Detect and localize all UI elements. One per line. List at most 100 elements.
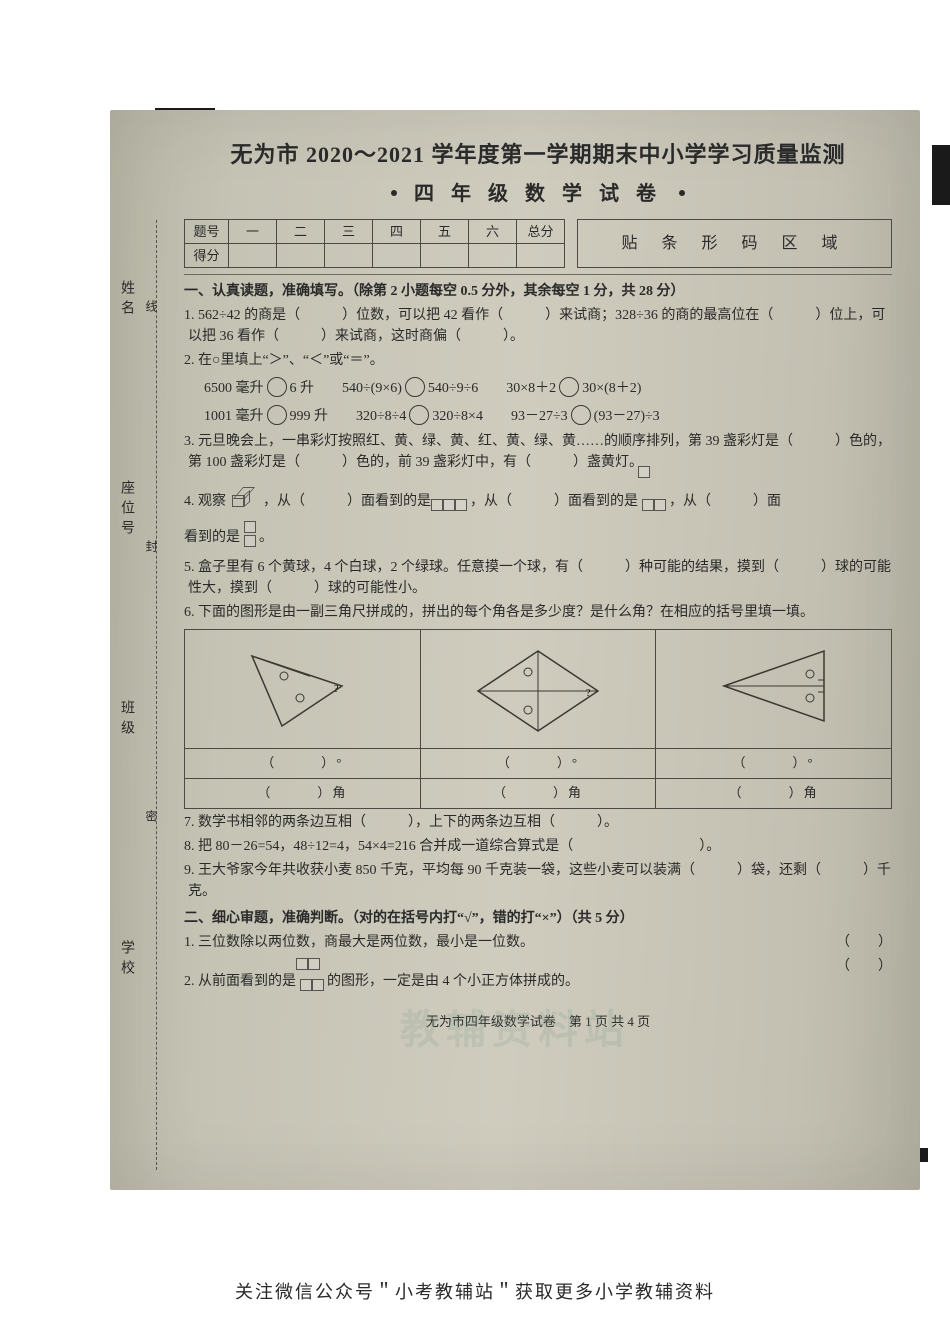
view-shape-icon — [435, 497, 467, 518]
question-8: 8. 把 80－26=54，48÷12=4，54×4=216 合并成一道综合算式… — [184, 836, 892, 857]
score-row-label: 题号 — [185, 220, 229, 244]
lhs: 93－27÷3 — [511, 409, 568, 424]
score-col: 四 — [373, 220, 421, 244]
score-table: 题号 一 二 三 四 五 六 总分 得分 — [184, 219, 565, 268]
score-col: 总分 — [517, 220, 565, 244]
judge-q2: 2. 从前面看到的是 的图形，一定是由 4 个小正方体拼成的。 （ ） — [184, 956, 892, 998]
rhs: (93－27)÷3 — [594, 409, 660, 424]
binding-margin: 姓名 座位号 班级 学校 线 封 密 — [110, 110, 180, 1190]
exam-paper: 姓名 座位号 班级 学校 线 封 密 无为市 2020～2021 学年度第一学期… — [110, 110, 920, 1190]
triangle-cell — [656, 630, 892, 749]
lhs: 540÷(9×6) — [342, 381, 402, 396]
rhs: 999 升 — [290, 409, 329, 424]
table-row: ? ? — [185, 630, 892, 749]
triangle-cell: ? — [185, 630, 421, 749]
question-2-row: 1001 毫升 999 升 320÷8÷4 320÷8×4 93－27÷3 (93－2… — [204, 405, 892, 427]
score-col: 二 — [277, 220, 325, 244]
question-7: 7. 数学书相邻的两条边互相（ ），上下的两条边互相（ ）。 — [184, 812, 892, 833]
question-6-lead: 6. 下面的图形是由一副三角尺拼成的，拼出的每个角各是多少度？是什么角？在相应的… — [184, 602, 892, 623]
circle-blank-icon — [409, 405, 429, 425]
barcode-area: 贴 条 形 码 区 域 — [577, 219, 892, 268]
score-cell — [373, 244, 421, 268]
score-col: 三 — [325, 220, 373, 244]
angle-degree-blank: （ ）° — [185, 748, 421, 778]
q4-part: 看到的是 — [184, 530, 240, 545]
q4-part: 。 — [259, 530, 273, 545]
table-row: （ ）° （ ）° （ ）° — [185, 748, 892, 778]
table-row: （ ）角 （ ）角 （ ）角 — [185, 778, 892, 808]
margin-label-name: 姓名 — [116, 280, 137, 320]
angle-type-blank: （ ）角 — [656, 778, 892, 808]
question-2-lead: 2. 在○里填上“＞”、“＜”或“＝”。 — [184, 350, 892, 371]
question-1: 1. 562÷42 的商是（ ）位数，可以把 42 看作（ ）来试商；328÷3… — [184, 305, 892, 347]
margin-label-school: 学校 — [116, 940, 137, 980]
margin-label-class: 班级 — [116, 700, 137, 740]
score-cell — [229, 244, 277, 268]
compare-item: 6500 毫升6 升 — [204, 377, 314, 399]
score-cell — [469, 244, 517, 268]
score-cell — [277, 244, 325, 268]
compare-item: 540÷(9×6) 540÷9÷6 — [342, 377, 478, 399]
page-wrap: 姓名 座位号 班级 学校 线 封 密 无为市 2020～2021 学年度第一学期… — [0, 0, 950, 1344]
compare-item: 93－27÷3 (93－27)÷3 — [511, 405, 660, 427]
page-number: 无为市四年级数学试卷 第 1 页 共 4 页 — [184, 1012, 892, 1032]
circle-blank-icon — [267, 405, 287, 425]
triangle-table: ? ? — [184, 629, 892, 809]
score-col: 六 — [469, 220, 517, 244]
score-barcode-row: 题号 一 二 三 四 五 六 总分 得分 贴 条 形 码 区 域 — [184, 219, 892, 268]
judge-text: 2. 从前面看到的是 的图形，一定是由 4 个小正方体拼成的。 — [188, 956, 579, 998]
exam-subtitle: 四 年 级 数 学 试 卷 — [184, 179, 892, 209]
triangle-diagram-icon: ? — [222, 636, 382, 736]
lhs: 30×8＋2 — [506, 381, 556, 396]
footer-promo: 关注微信公众号＂小考教辅站＂获取更多小学教辅资料 — [0, 1278, 950, 1304]
question-3: 3. 元旦晚会上，一串彩灯按照红、黄、绿、黄、红、黄、绿、黄……的顺序排列，第 … — [184, 431, 892, 473]
table-row: 得分 — [185, 244, 565, 268]
circle-blank-icon — [559, 377, 579, 397]
judge-text: 1. 三位数除以两位数，商最大是两位数，最小是一位数。 — [188, 932, 534, 953]
section-1-heading: 一、认真读题，准确填写。（除第 2 小题每空 0.5 分外，其余每空 1 分，共… — [184, 281, 892, 302]
triangle-diagram-icon: ? — [458, 636, 618, 736]
score-cell — [517, 244, 565, 268]
table-row: 题号 一 二 三 四 五 六 总分 — [185, 220, 565, 244]
question-9: 9. 王大爷家今年共收获小麦 850 千克，平均每 90 千克装一袋，这些小麦可… — [184, 860, 892, 902]
question-4-cont: 看到的是 。 — [184, 521, 892, 554]
subtitle-text: 四 年 级 数 学 试 卷 — [414, 183, 662, 205]
bullet-icon — [391, 190, 397, 196]
judge-blank: （ ） — [840, 956, 892, 998]
score-cell — [325, 244, 373, 268]
view-shape-icon — [642, 476, 666, 518]
margin-label-seat: 座位号 — [116, 480, 137, 540]
q2-part: 2. 从前面看到的是 — [184, 974, 296, 989]
score-col: 一 — [229, 220, 277, 244]
question-5: 5. 盒子里有 6 个黄球，4 个白球，2 个绿球。任意摸一个球，有（ ）种可能… — [184, 557, 892, 599]
score-cell — [421, 244, 469, 268]
q4-part: ，从（ ）面看到的是 — [470, 494, 638, 509]
compare-item: 320÷8÷4 320÷8×4 — [356, 405, 483, 427]
binding-tab — [932, 145, 950, 205]
rhs: 30×(8＋2) — [582, 381, 641, 396]
cube-figure-icon — [232, 487, 258, 513]
lhs: 320÷8÷4 — [356, 409, 406, 424]
rhs: 540÷9÷6 — [428, 381, 478, 396]
angle-type-blank: （ ）角 — [185, 778, 421, 808]
rhs: 6 升 — [290, 381, 315, 396]
triangle-cell: ? — [420, 630, 656, 749]
rhs: 320÷8×4 — [432, 409, 483, 424]
exam-title: 无为市 2020～2021 学年度第一学期期末中小学学习质量监测 — [184, 138, 892, 171]
score-col: 五 — [421, 220, 469, 244]
svg-text:?: ? — [586, 688, 591, 699]
judge-blank: （ ） — [840, 932, 892, 953]
angle-type-blank: （ ）角 — [420, 778, 656, 808]
margin-seal-char: 密 — [142, 810, 160, 852]
compare-item: 1001 毫升 999 升 — [204, 405, 328, 427]
divider — [184, 274, 892, 275]
circle-blank-icon — [571, 405, 591, 425]
bullet-icon — [679, 190, 685, 196]
front-view-icon — [300, 956, 324, 998]
compare-item: 30×8＋2 30×(8＋2) — [506, 377, 641, 399]
question-4: 4. 观察 ，从（ ）面看到的是 ，从（ ）面看到的是 ，从（ ）面 — [184, 476, 892, 518]
lhs: 1001 毫升 — [204, 409, 264, 424]
circle-blank-icon — [267, 377, 287, 397]
score-row-label: 得分 — [185, 244, 229, 268]
q2-part: 的图形，一定是由 4 个小正方体拼成的。 — [327, 974, 579, 989]
